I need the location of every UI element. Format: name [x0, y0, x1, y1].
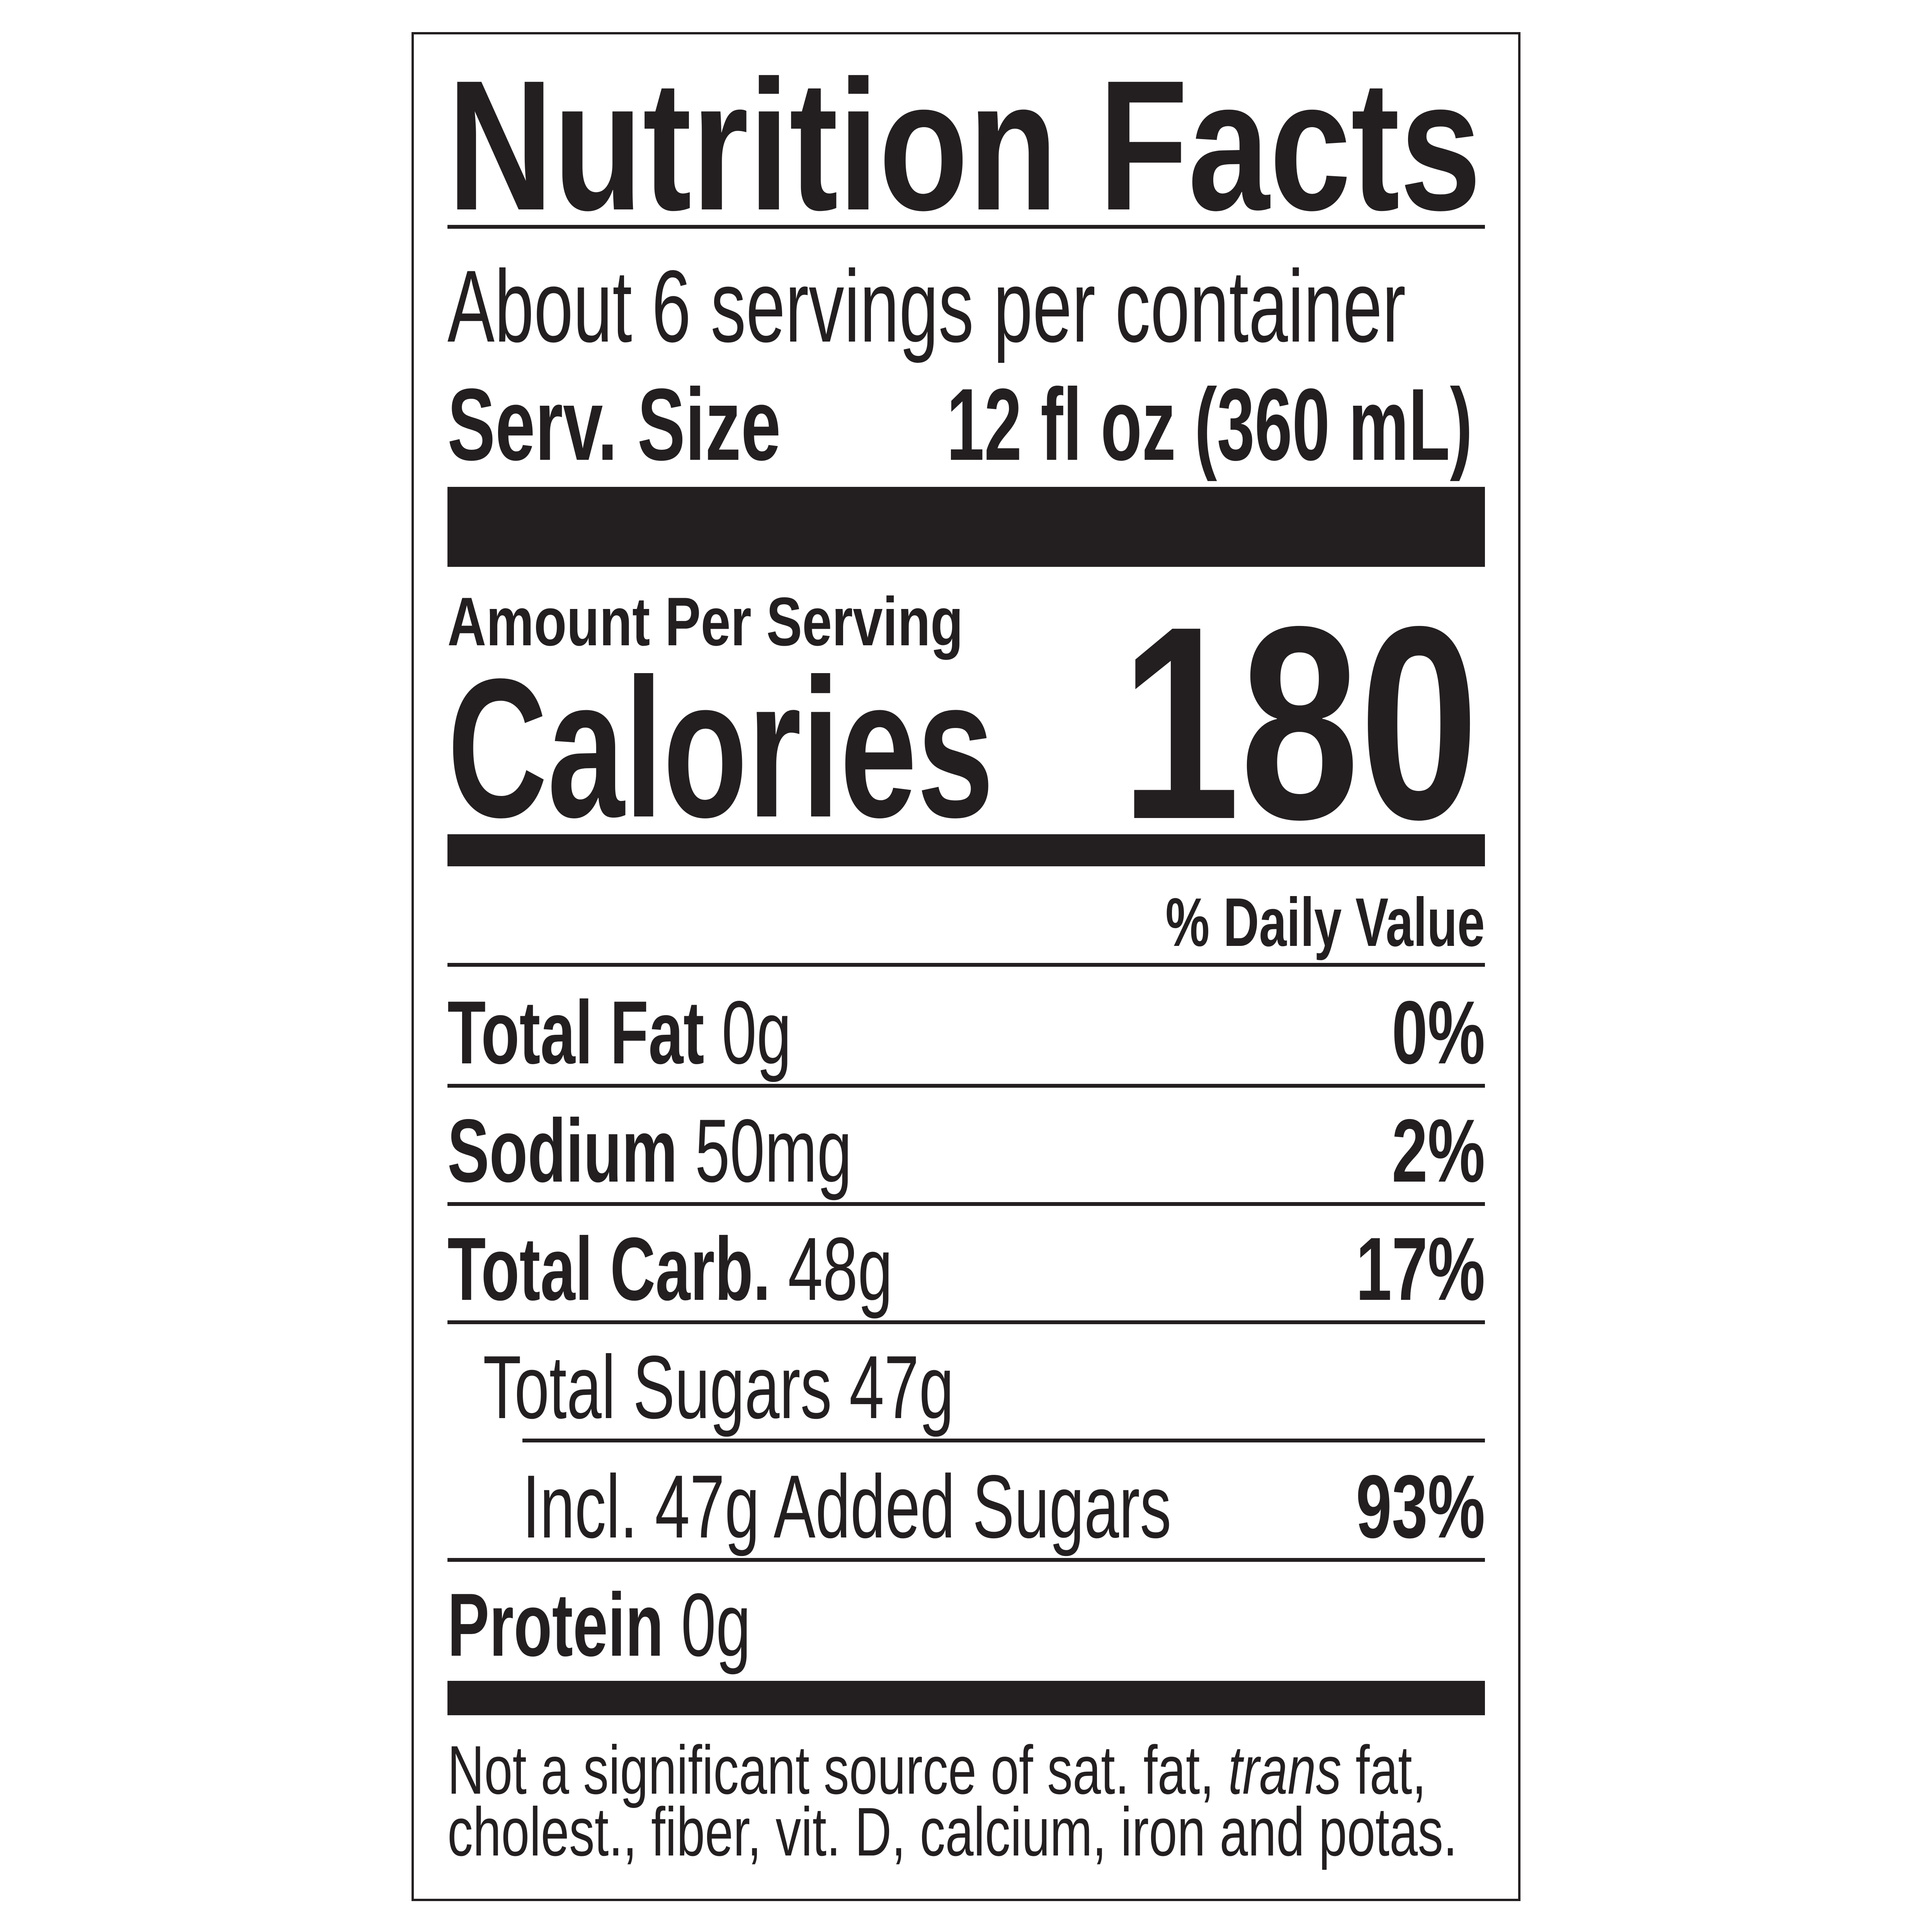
nutrient-name: Total Fat — [447, 983, 704, 1083]
nutrient-dv: 0% — [1391, 983, 1485, 1083]
nutrient-total-carb: Total Carb. 48g — [447, 1225, 893, 1314]
footnote-line-2: cholest., fiber, vit. D, calcium, iron a… — [447, 1793, 1458, 1870]
nutrient-dv: 17% — [1355, 1219, 1485, 1319]
title-divider — [447, 225, 1485, 229]
row-divider — [447, 1084, 1485, 1088]
nutrient-amount: 48g — [788, 1219, 893, 1319]
nutrient-amount: 50mg — [695, 1101, 852, 1201]
nutrient-name: Protein — [447, 1575, 664, 1675]
nutrient-dv: 2% — [1391, 1101, 1485, 1201]
footnote-italic: trans — [1228, 1731, 1342, 1808]
thick-bar-top — [447, 487, 1485, 567]
label-title: Nutrition Facts — [447, 41, 1481, 249]
footnote-line-1: Not a significant source of sat. fat, tr… — [447, 1736, 1426, 1804]
nutrient-amount: 0g — [721, 983, 792, 1083]
serving-size-label: Serv. Size — [447, 367, 781, 482]
nutrient-sodium: Sodium 50mg — [447, 1106, 852, 1196]
row-divider — [447, 1202, 1485, 1206]
row-divider — [447, 1558, 1485, 1562]
nutrient-dv: 93% — [1355, 1457, 1485, 1557]
servings-per-container: About 6 servings per container — [447, 249, 1406, 364]
row-divider-indented — [522, 1439, 1485, 1442]
nutrient-protein: Protein 0g — [447, 1580, 751, 1670]
nutrient-total-sugars: Total Sugars 47g — [483, 1337, 954, 1437]
nutrient-name: Sodium — [447, 1101, 678, 1201]
footnote-text: Not a significant source of sat. fat, — [447, 1731, 1228, 1808]
nutrient-added-sugars: Incl. 47g Added Sugars — [522, 1457, 1172, 1557]
nutrient-amount: 0g — [681, 1575, 751, 1675]
footnote-text: fat, — [1341, 1731, 1427, 1808]
row-divider — [447, 1320, 1485, 1324]
calories-label: Calories — [447, 637, 994, 859]
amount-per-serving: Amount Per Serving — [447, 583, 963, 660]
calories-value: 180 — [1121, 569, 1479, 876]
nutrient-name: Total Carb. — [447, 1219, 771, 1319]
label-border — [412, 32, 1520, 1901]
calories-bar — [447, 834, 1485, 866]
nutrient-total-fat: Total Fat 0g — [447, 988, 791, 1078]
daily-value-header: % Daily Value — [1165, 884, 1485, 961]
thick-bar-bottom — [447, 1681, 1485, 1715]
dv-divider — [447, 963, 1485, 967]
serving-size-value: 12 fl oz (360 mL) — [947, 367, 1473, 482]
